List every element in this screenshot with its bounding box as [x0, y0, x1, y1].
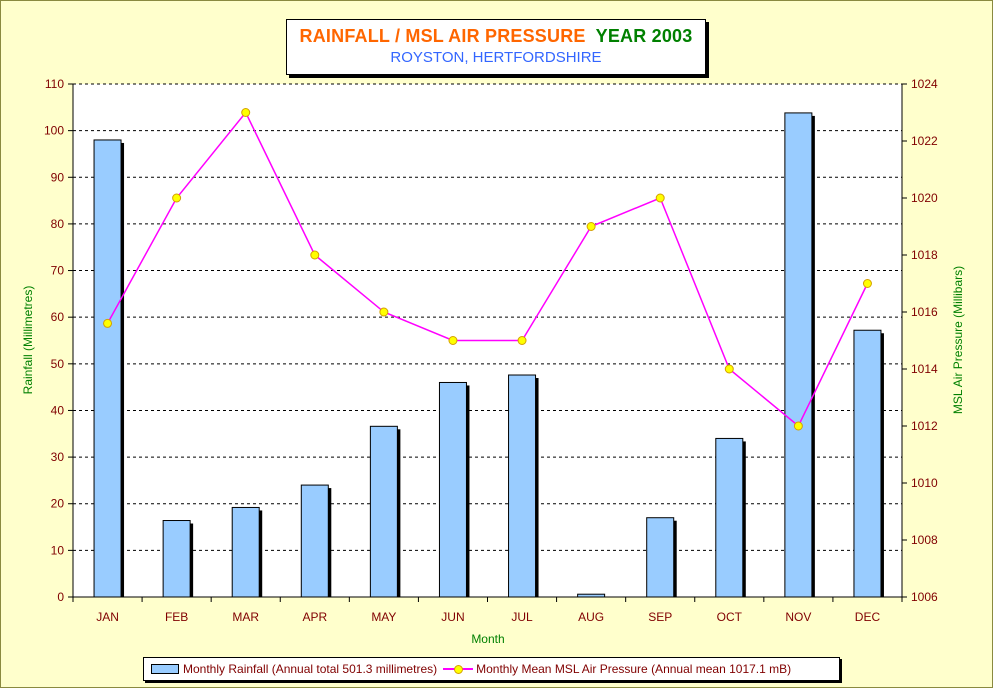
- y2-tick-label: 1016: [911, 305, 938, 319]
- legend-rainfall-swatch: [151, 664, 179, 674]
- y-tick-label: 20: [51, 497, 65, 511]
- legend: Monthly Rainfall (Annual total 501.3 mil…: [143, 657, 840, 681]
- pressure-point: [517, 336, 527, 345]
- chart-subtitle: ROYSTON, HERTFORDSHIRE: [390, 49, 602, 66]
- chart-title: RAINFALL / MSL AIR PRESSURE YEAR 2003: [287, 26, 705, 47]
- bar: [784, 112, 813, 598]
- y2-tick-label: 1008: [911, 533, 938, 547]
- bar: [438, 381, 467, 598]
- y2-axis-title: MSL Air Pressure (Millibars): [951, 266, 965, 414]
- x-tick-label: JUL: [511, 610, 533, 624]
- bar: [231, 506, 260, 598]
- title-main: RAINFALL / MSL AIR PRESSURE: [299, 26, 586, 46]
- pressure-point: [448, 336, 458, 345]
- y2-tick-label: 1020: [911, 191, 938, 205]
- y-tick-label: 50: [51, 357, 65, 371]
- y-axis-title: Rainfall (Millimetres): [21, 286, 35, 395]
- pressure-point: [172, 193, 182, 203]
- x-tick-label: NOV: [785, 610, 811, 624]
- pressure-line: [106, 111, 869, 428]
- y-tick-label: 80: [51, 217, 65, 231]
- y2-tick-label: 1012: [911, 419, 938, 433]
- y2-tick-label: 1014: [911, 362, 938, 376]
- y-tick-label: 30: [51, 450, 65, 464]
- y2-tick-label: 1022: [911, 134, 938, 148]
- x-axis-title: Month: [471, 632, 504, 646]
- bar: [300, 484, 329, 598]
- bar: [162, 520, 191, 598]
- y-tick-label: 70: [51, 264, 65, 278]
- pressure-point: [862, 279, 872, 288]
- title-year: YEAR 2003: [595, 26, 693, 46]
- pressure-point: [655, 193, 665, 203]
- bar: [646, 517, 675, 598]
- chart-title-box: RAINFALL / MSL AIR PRESSURE YEAR 2003 ROY…: [286, 19, 706, 75]
- x-tick-label: JUN: [441, 610, 464, 624]
- y-tick-label: 40: [51, 403, 65, 417]
- legend-pressure-swatch: [443, 664, 474, 674]
- y-tick-label: 90: [51, 170, 65, 184]
- x-tick-label: DEC: [855, 610, 881, 624]
- bar: [853, 329, 882, 598]
- x-tick-label: MAR: [232, 610, 259, 624]
- x-tick-label: MAY: [371, 610, 396, 624]
- y2-tick-label: 1024: [911, 77, 938, 91]
- pressure-point: [241, 108, 251, 117]
- bar: [93, 139, 122, 598]
- y2-tick-label: 1006: [911, 590, 938, 604]
- bar: [369, 425, 398, 598]
- y-tick-label: 110: [45, 77, 64, 91]
- pressure-point: [724, 364, 734, 374]
- y2-tick-label: 1010: [911, 476, 938, 490]
- x-tick-label: FEB: [165, 610, 188, 624]
- x-tick-label: OCT: [717, 610, 743, 624]
- y-tick-label: 0: [57, 590, 64, 604]
- pressure-point: [586, 222, 596, 231]
- pressure-point: [310, 250, 320, 260]
- pressure-point: [793, 421, 803, 431]
- x-tick-label: APR: [302, 610, 327, 624]
- bar: [508, 374, 537, 598]
- legend-rainfall-label: Monthly Rainfall (Annual total 501.3 mil…: [183, 662, 438, 676]
- x-tick-label: AUG: [578, 610, 604, 624]
- pressure-point: [103, 318, 113, 328]
- y-tick-label: 60: [51, 310, 65, 324]
- y-tick-label: 100: [44, 124, 64, 138]
- y-tick-label: 10: [51, 543, 65, 557]
- pressure-point: [379, 307, 389, 317]
- legend-pressure-label: Monthly Mean MSL Air Pressure (Annual me…: [476, 662, 792, 676]
- y2-tick-label: 1018: [911, 248, 938, 262]
- x-tick-label: SEP: [648, 610, 672, 624]
- x-tick-label: JAN: [96, 610, 119, 624]
- bar: [715, 437, 744, 598]
